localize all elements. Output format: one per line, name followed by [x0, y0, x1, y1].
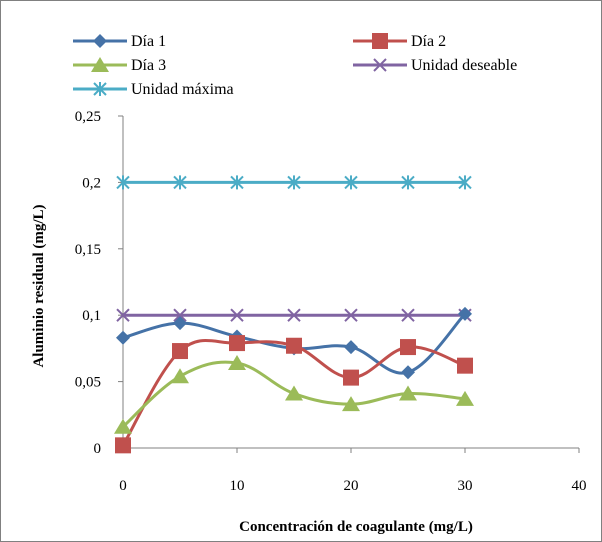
legend-label: Día 3: [131, 57, 166, 74]
legend-marker-dia-3: [91, 57, 109, 72]
data-point-dia-3: [456, 390, 474, 406]
legend-marker-unidad-maxima: [93, 82, 107, 96]
x-tick-label: 20: [344, 478, 359, 494]
data-point-dia-2: [229, 335, 245, 352]
x-tick-label: 10: [230, 478, 245, 494]
data-point-dia-2: [172, 343, 188, 360]
legend-marker-unidad-deseable: [373, 58, 387, 72]
legend-label: Día 2: [411, 33, 446, 50]
data-point-unidad-maxima: [401, 175, 415, 190]
x-tick-label: 30: [458, 478, 473, 494]
x-tick-label: 40: [572, 478, 587, 494]
data-point-unidad-deseable: [344, 308, 358, 322]
data-point-dia-3: [399, 385, 417, 401]
data-point-unidad-maxima: [458, 175, 472, 190]
data-point-dia-1: [458, 306, 472, 321]
data-point-dia-1: [173, 316, 187, 331]
legend-item-dia-1: Día 1: [73, 33, 166, 50]
legend-item-dia-2: Día 2: [353, 33, 446, 50]
series-unidad-deseable: [116, 308, 472, 322]
legend-marker-dia-1: [93, 34, 107, 48]
series-dia-3: [114, 355, 474, 434]
data-point-dia-3: [171, 368, 189, 384]
data-point-unidad-deseable: [401, 308, 415, 322]
legend-label: Unidad máxima: [131, 81, 234, 98]
y-tick-label: 0,1: [82, 308, 101, 324]
legend: Día 1 Día 2 Día 3 Unidad deseable Unidad máx…: [73, 33, 517, 98]
axes: 0 0,05 0,1 0,15 0,2 0,25 0 10 20 30 40: [75, 109, 587, 494]
series-layer: [114, 175, 474, 454]
data-point-unidad-maxima: [230, 175, 244, 190]
x-axis-title: Concentración de coagulante (mg/L): [239, 519, 473, 535]
data-point-dia-3: [114, 418, 132, 434]
legend-item-unidad-maxima: Unidad máxima: [73, 81, 234, 98]
data-point-unidad-maxima: [344, 175, 358, 190]
data-point-unidad-deseable: [287, 308, 301, 322]
legend-marker-dia-2: [372, 33, 388, 49]
data-point-dia-1: [401, 365, 415, 380]
y-axis-title: Aluminio residual (mg/L): [31, 204, 47, 367]
legend-label: Unidad deseable: [411, 57, 517, 74]
data-point-unidad-deseable: [116, 308, 130, 322]
data-point-dia-1: [116, 330, 130, 345]
legend-item-dia-3: Día 3: [73, 57, 166, 74]
series-unidad-maxima: [116, 175, 472, 190]
legend-label: Día 1: [131, 33, 166, 50]
y-tick-label: 0,15: [75, 242, 101, 258]
data-point-dia-2: [286, 337, 302, 354]
data-point-dia-3: [285, 385, 303, 401]
data-point-dia-2: [115, 437, 131, 454]
series-dia-2: [115, 335, 473, 454]
y-tick-label: 0,25: [75, 109, 101, 125]
data-point-dia-2: [343, 369, 359, 386]
data-point-unidad-maxima: [173, 175, 187, 190]
data-point-unidad-deseable: [230, 308, 244, 322]
legend-item-unidad-deseable: Unidad deseable: [353, 57, 517, 74]
y-tick-label: 0: [94, 441, 102, 457]
y-tick-label: 0,05: [75, 375, 101, 391]
data-point-unidad-maxima: [116, 175, 130, 190]
data-point-dia-1: [344, 340, 358, 355]
data-point-dia-2: [400, 339, 416, 356]
data-point-dia-3: [228, 355, 246, 371]
x-tick-label: 0: [119, 478, 127, 494]
data-point-dia-2: [457, 357, 473, 374]
data-point-unidad-maxima: [287, 175, 301, 190]
y-tick-label: 0,2: [82, 175, 101, 191]
data-point-dia-3: [342, 396, 360, 412]
data-point-unidad-deseable: [173, 308, 187, 322]
